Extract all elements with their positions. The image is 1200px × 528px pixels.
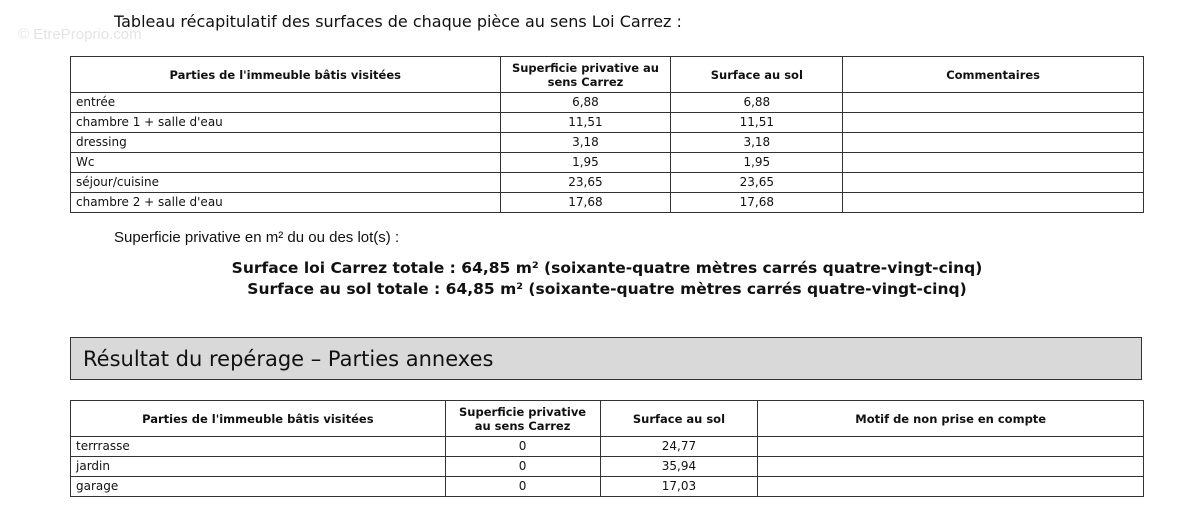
cell-sol: 17,03 bbox=[599, 476, 759, 497]
table-row: séjour/cuisine 23,65 23,65 bbox=[70, 172, 1144, 193]
cell-sol: 23,65 bbox=[670, 172, 844, 193]
cell-piece: chambre 2 + salle d'eau bbox=[70, 192, 501, 213]
cell-sol: 1,95 bbox=[670, 152, 844, 173]
cell-sol: 3,18 bbox=[670, 132, 844, 153]
intro-text: Tableau récapitulatif des surfaces de ch… bbox=[114, 12, 682, 31]
cell-piece: chambre 1 + salle d'eau bbox=[70, 112, 501, 133]
header-sol: Surface au sol bbox=[599, 400, 759, 437]
cell-sol: 17,68 bbox=[670, 192, 844, 213]
cell-carrez: 0 bbox=[444, 476, 601, 497]
carrez-table: Parties de l'immeuble bâtis visitées Sup… bbox=[70, 56, 1144, 213]
cell-sol: 24,77 bbox=[599, 436, 759, 457]
cell-sol: 6,88 bbox=[670, 92, 844, 113]
total-carrez: Surface loi Carrez totale : 64,85 m² (so… bbox=[231, 259, 983, 277]
cell-sol: 35,94 bbox=[599, 456, 759, 477]
annexes-table: Parties de l'immeuble bâtis visitées Sup… bbox=[70, 400, 1144, 497]
table-row: dressing 3,18 3,18 bbox=[70, 132, 1144, 153]
cell-carrez: 11,51 bbox=[499, 112, 672, 133]
cell-piece: garage bbox=[70, 476, 446, 497]
cell-motif bbox=[757, 436, 1144, 457]
cell-comment bbox=[842, 132, 1144, 153]
header-carrez: Superficie privative au sens Carrez bbox=[499, 56, 672, 93]
table-row: terrrasse 0 24,77 bbox=[70, 436, 1144, 457]
table-row: chambre 1 + salle d'eau 11,51 11,51 bbox=[70, 112, 1144, 133]
table-row: Wc 1,95 1,95 bbox=[70, 152, 1144, 173]
cell-piece: séjour/cuisine bbox=[70, 172, 501, 193]
table-row: garage 0 17,03 bbox=[70, 476, 1144, 497]
cell-comment bbox=[842, 172, 1144, 193]
cell-carrez: 3,18 bbox=[499, 132, 672, 153]
section-header: Résultat du repérage – Parties annexes bbox=[70, 337, 1142, 380]
total-sol: Surface au sol totale : 64,85 m² (soixan… bbox=[247, 280, 967, 298]
watermark: © EtreProprio.com bbox=[18, 26, 142, 43]
cell-carrez: 1,95 bbox=[499, 152, 672, 173]
section-title: Résultat du repérage – Parties annexes bbox=[83, 347, 494, 371]
superficie-label: Superficie privative en m² du ou des lot… bbox=[114, 229, 400, 246]
cell-carrez: 0 bbox=[444, 456, 601, 477]
header-comment: Commentaires bbox=[842, 56, 1144, 93]
table-row: jardin 0 35,94 bbox=[70, 456, 1144, 477]
table-header-row: Parties de l'immeuble bâtis visitées Sup… bbox=[70, 400, 1144, 437]
cell-motif bbox=[757, 456, 1144, 477]
cell-comment bbox=[842, 112, 1144, 133]
cell-carrez: 0 bbox=[444, 436, 601, 457]
cell-comment bbox=[842, 192, 1144, 213]
cell-piece: jardin bbox=[70, 456, 446, 477]
header-piece: Parties de l'immeuble bâtis visitées bbox=[70, 400, 446, 437]
cell-motif bbox=[757, 476, 1144, 497]
cell-piece: Wc bbox=[70, 152, 501, 173]
header-motif: Motif de non prise en compte bbox=[757, 400, 1144, 437]
cell-piece: terrrasse bbox=[70, 436, 446, 457]
header-sol: Surface au sol bbox=[670, 56, 844, 93]
cell-piece: dressing bbox=[70, 132, 501, 153]
cell-carrez: 17,68 bbox=[499, 192, 672, 213]
cell-piece: entrée bbox=[70, 92, 501, 113]
cell-comment bbox=[842, 152, 1144, 173]
table-header-row: Parties de l'immeuble bâtis visitées Sup… bbox=[70, 56, 1144, 93]
cell-carrez: 6,88 bbox=[499, 92, 672, 113]
header-piece: Parties de l'immeuble bâtis visitées bbox=[70, 56, 501, 93]
cell-carrez: 23,65 bbox=[499, 172, 672, 193]
table-row: chambre 2 + salle d'eau 17,68 17,68 bbox=[70, 192, 1144, 213]
header-carrez: Superficie privative au sens Carrez bbox=[444, 400, 601, 437]
cell-comment bbox=[842, 92, 1144, 113]
table-row: entrée 6,88 6,88 bbox=[70, 92, 1144, 113]
cell-sol: 11,51 bbox=[670, 112, 844, 133]
